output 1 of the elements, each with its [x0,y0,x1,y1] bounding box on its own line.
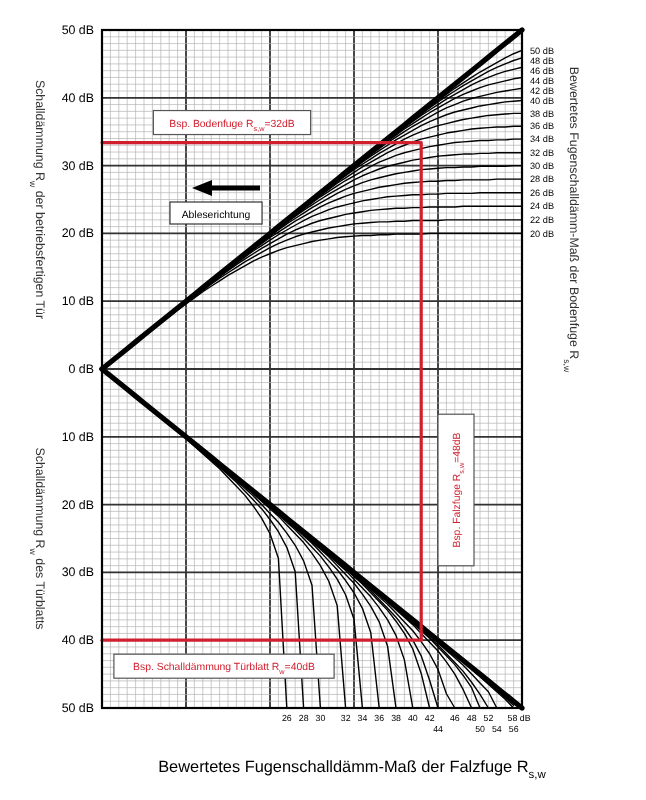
x-axis-title: Bewertetes Fugenschalldämm-Maß der Falzfuge R$_{s,w}$ [158,758,548,782]
